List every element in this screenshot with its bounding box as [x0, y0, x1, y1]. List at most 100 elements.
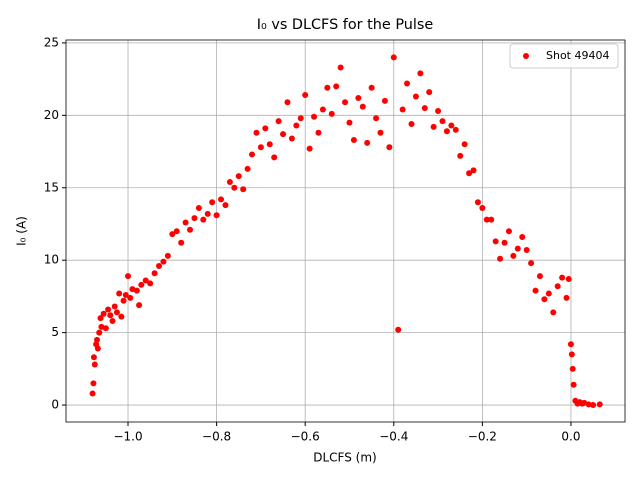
point	[585, 401, 592, 408]
point	[399, 106, 406, 113]
point	[452, 126, 459, 133]
point	[90, 380, 97, 387]
point	[156, 262, 163, 269]
legend-label: Shot 49404	[546, 49, 610, 62]
point	[178, 239, 185, 246]
point	[532, 287, 539, 294]
point	[567, 341, 574, 348]
point	[240, 186, 247, 193]
point	[519, 234, 526, 241]
point	[390, 54, 397, 61]
point	[488, 216, 495, 223]
point	[559, 274, 566, 281]
point	[501, 239, 508, 246]
point	[120, 297, 127, 304]
y-tick-label: 25	[44, 35, 59, 49]
point	[253, 129, 260, 136]
point	[483, 216, 490, 223]
point	[426, 89, 433, 96]
point	[474, 199, 481, 206]
point	[359, 103, 366, 110]
point	[541, 296, 548, 303]
y-tick-label: 0	[51, 398, 59, 412]
point	[443, 128, 450, 135]
point	[545, 290, 552, 297]
point	[457, 152, 464, 159]
point	[333, 83, 340, 90]
point	[169, 231, 176, 238]
point	[89, 390, 96, 397]
point	[94, 345, 101, 352]
point	[421, 105, 428, 112]
point	[257, 144, 264, 151]
x-tick-label: 0.0	[561, 430, 580, 444]
legend-box	[509, 43, 619, 69]
point	[280, 131, 287, 138]
point	[107, 312, 114, 319]
point	[505, 228, 512, 235]
point	[315, 129, 322, 136]
point	[191, 215, 198, 222]
point	[528, 260, 535, 267]
point	[554, 283, 561, 290]
point	[570, 381, 577, 388]
point	[563, 294, 570, 301]
point	[293, 122, 300, 129]
point	[355, 94, 362, 101]
point	[125, 273, 132, 280]
point	[94, 336, 101, 343]
point	[302, 92, 309, 99]
point	[147, 280, 154, 287]
point	[596, 401, 603, 408]
point	[231, 184, 238, 191]
point	[195, 205, 202, 212]
point	[111, 303, 118, 310]
x-tick-label: −0.8	[202, 430, 231, 444]
point	[262, 125, 269, 132]
point	[337, 64, 344, 71]
point	[204, 210, 211, 217]
point	[133, 287, 140, 294]
point	[102, 325, 109, 332]
point	[266, 141, 273, 148]
point	[218, 196, 225, 203]
point	[96, 329, 103, 336]
point	[346, 119, 353, 126]
point	[408, 121, 415, 128]
point	[550, 309, 557, 316]
x-tick-label: −0.6	[291, 430, 320, 444]
point	[160, 258, 167, 265]
y-tick-label: 20	[44, 108, 59, 122]
point	[284, 99, 291, 106]
x-tick-label: −1.0	[113, 430, 142, 444]
point	[97, 315, 104, 322]
point	[377, 129, 384, 136]
point	[479, 205, 486, 212]
point	[213, 212, 220, 219]
point	[404, 80, 411, 87]
point	[182, 219, 189, 226]
point	[142, 277, 149, 284]
point	[319, 106, 326, 113]
point	[350, 136, 357, 143]
x-tick-label: −0.4	[379, 430, 408, 444]
point	[497, 255, 504, 262]
point	[324, 84, 331, 91]
y-tick-label: 5	[51, 325, 59, 339]
point	[222, 202, 229, 209]
point	[116, 290, 123, 297]
point	[136, 302, 143, 309]
point	[492, 238, 499, 245]
point	[461, 141, 468, 148]
point	[122, 291, 129, 298]
plot-frame	[65, 39, 626, 423]
point	[569, 365, 576, 372]
point	[466, 170, 473, 177]
y-axis-label: I₀ (A)	[15, 216, 29, 246]
point	[430, 123, 437, 130]
point	[311, 113, 318, 120]
point	[306, 145, 313, 152]
point	[113, 309, 120, 316]
